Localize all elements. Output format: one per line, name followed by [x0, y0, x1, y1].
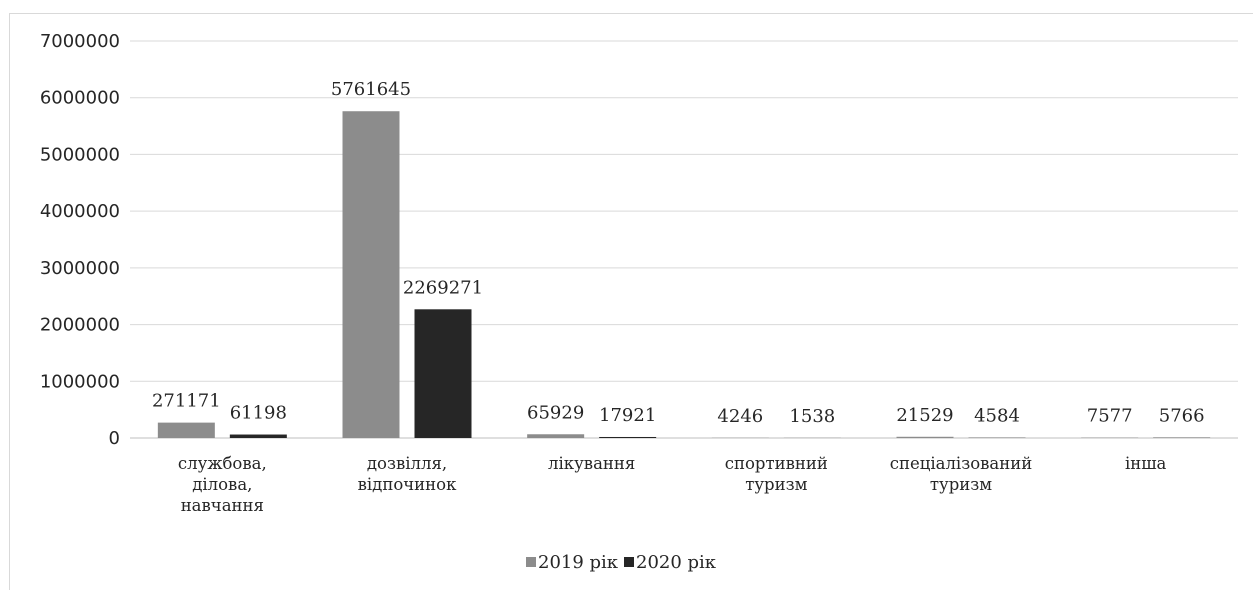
bar-value-label: 4246 [717, 406, 763, 427]
legend-swatch [526, 557, 536, 567]
x-category-label: дозвілля, відпочинок [358, 454, 457, 494]
bar-series-1 [896, 436, 954, 438]
y-tick-label: 2000000 [40, 315, 120, 336]
y-tick-label: 0 [109, 428, 120, 449]
data-labels: 271171 61198 5761645 2269271 65929 17921 4246 1… [152, 79, 1205, 427]
chart-frame [9, 13, 1253, 590]
bar-value-label: 65929 [527, 402, 584, 423]
bar-series-1 [342, 111, 400, 438]
x-category-label: службова, ділова, навчання [178, 454, 267, 515]
bar-series-2 [414, 309, 472, 438]
y-tick-label: 7000000 [40, 31, 120, 52]
y-tick-label: 6000000 [40, 88, 120, 109]
x-category-label: інша [1125, 454, 1167, 473]
bar-value-label: 1538 [789, 406, 835, 427]
bars [157, 111, 1211, 438]
y-tick-label: 4000000 [40, 201, 120, 222]
x-category-label: лікування [548, 454, 635, 473]
bar-value-label: 5766 [1159, 406, 1205, 427]
bar-value-label: 61198 [230, 403, 287, 424]
x-axis-category-labels: службова, ділова, навчання дозвілля, відпочи… [178, 454, 1167, 515]
x-category-label: спеціалізований туризм [890, 454, 1033, 494]
bar-value-label: 271171 [152, 391, 221, 412]
y-tick-label: 5000000 [40, 144, 120, 165]
legend-swatch [624, 557, 634, 567]
gridlines [130, 40, 1238, 439]
legend-label: 2020 рік [636, 552, 717, 573]
bar-value-label: 7577 [1087, 406, 1133, 427]
bar-value-label: 2269271 [403, 277, 483, 298]
bar-series-1 [157, 422, 215, 438]
bar-series-2 [229, 434, 287, 438]
bar-value-label: 4584 [974, 406, 1020, 427]
bar-value-label: 5761645 [331, 79, 411, 100]
x-category-label: спортивний туризм [725, 454, 828, 494]
y-tick-label: 1000000 [40, 371, 120, 392]
bar-value-label: 17921 [599, 405, 656, 426]
legend: 2019 рік 2020 рік [526, 552, 717, 573]
bar-series-2 [599, 436, 657, 438]
legend-label: 2019 рік [538, 552, 619, 573]
bar-series-1 [527, 434, 585, 438]
y-axis-tick-labels: 0 1000000 2000000 3000000 4000000 5000000 6000… [40, 31, 120, 449]
bar-value-label: 21529 [896, 405, 953, 426]
y-tick-label: 3000000 [40, 258, 120, 279]
